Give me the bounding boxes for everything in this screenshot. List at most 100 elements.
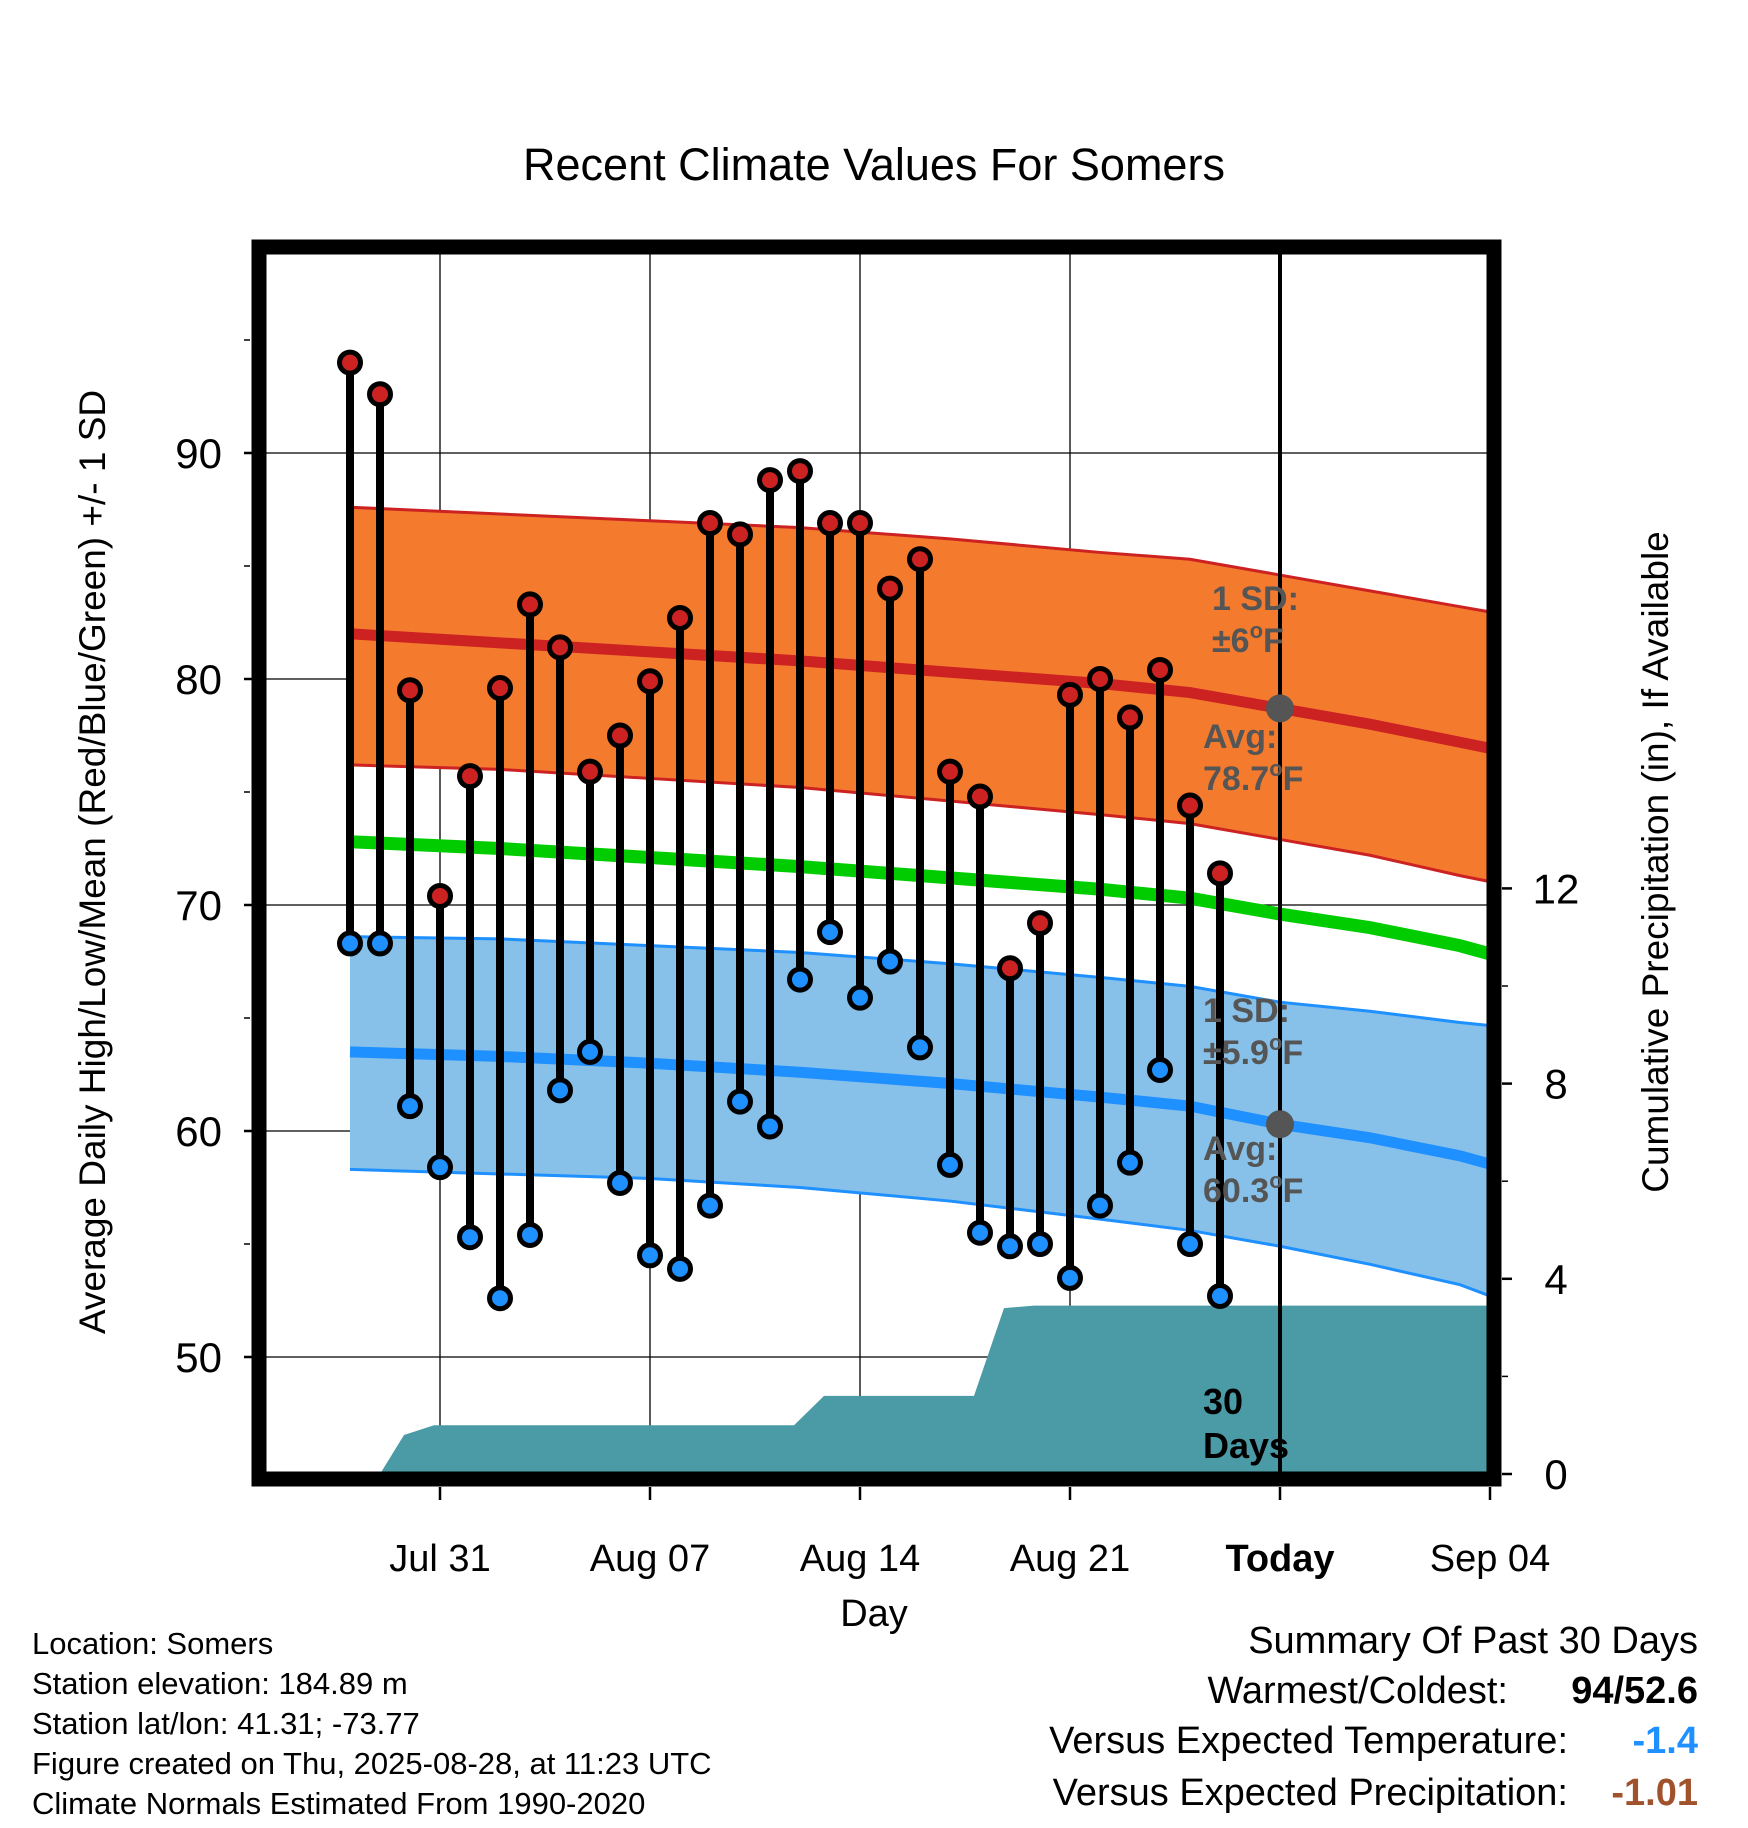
daily-low-point [787,966,813,993]
daily-high-point [817,510,843,537]
x-tick-label: Jul 31 [389,1538,490,1580]
days-label-line2: Days [1203,1425,1289,1466]
low-avg-label: Avg: [1203,1130,1277,1168]
y-tick-label: 90 [175,430,222,477]
days-label-line1: 30 [1203,1381,1243,1422]
daily-high-point [1027,910,1053,937]
daily-high-point [877,575,903,602]
daily-low-point [427,1154,453,1181]
high-sd-value: ±6oF [1212,618,1284,660]
daily-high-point [1117,704,1143,731]
daily-low-point [397,1093,423,1120]
summary-coldest: 52.6 [1624,1670,1698,1712]
daily-low-point [877,948,903,975]
y-tick-label: 60 [175,1108,222,1155]
daily-high-point [457,763,483,790]
daily-low-point [547,1077,573,1104]
daily-high-point [637,668,663,695]
x-tick-label: Aug 07 [590,1538,710,1580]
x-axis-label: Day [840,1593,908,1635]
daily-high-point [937,758,963,785]
daily-high-point [1177,792,1203,819]
summary-warm-cold-label: Warmest/Coldest: [1207,1670,1508,1712]
normal-low-sd-band [350,936,1487,1295]
x-tick-label: Aug 21 [1010,1538,1130,1580]
summary-precip-value: -1.01 [1611,1772,1698,1814]
daily-high-point [487,675,513,702]
cumulative-precip-area [381,1305,1487,1472]
summary-warm-cold-value: 94/52.6 [1571,1670,1698,1712]
daily-high-point [697,510,723,537]
daily-high-point [847,510,873,537]
footer-created: Figure created on Thu, 2025-08-28, at 11… [32,1746,712,1781]
daily-high-point [787,458,813,485]
daily-high-point [727,521,753,548]
daily-high-point [1087,666,1113,692]
summary-precip-label: Versus Expected Precipitation: [1052,1772,1568,1814]
daily-low-point [1057,1264,1083,1291]
daily-low-point [907,1034,933,1061]
summary-temp-label: Versus Expected Temperature: [1049,1720,1568,1762]
normal-high-sd-band-upper-edge [349,505,1487,613]
daily-high-point [1147,656,1173,683]
low-avg-value: 60.3oF [1203,1168,1303,1210]
daily-low-point [847,984,873,1011]
daily-low-point [337,930,363,957]
y2-tick-label: 12 [1533,865,1580,912]
y2-tick-label: 0 [1544,1451,1567,1498]
daily-low-point [1027,1231,1053,1257]
daily-low-point [667,1255,693,1282]
daily-low-point [697,1192,723,1219]
daily-low-point [1207,1282,1233,1309]
today-high-avg-point [1266,694,1294,723]
daily-low-point [637,1242,663,1269]
daily-high-point [667,604,693,631]
daily-low-point [967,1219,993,1246]
y-tick-label: 80 [175,656,222,703]
daily-low-point [1117,1149,1143,1176]
daily-high-point [757,467,783,494]
footer-normals: Climate Normals Estimated From 1990-2020 [32,1786,646,1821]
daily-low-point [487,1285,513,1312]
daily-high-point [967,783,993,810]
high-avg-value: 78.7oF [1203,756,1303,798]
chart-title: Recent Climate Values For Somers [523,139,1225,190]
summary-warmest: 94 [1571,1670,1614,1712]
summary-heading: Summary Of Past 30 Days [1248,1620,1698,1662]
daily-high-point [517,591,543,618]
daily-high-point [547,634,573,661]
high-avg-label: Avg: [1203,718,1277,756]
x-tick-label: Aug 14 [800,1538,920,1580]
daily-high-point [427,882,453,909]
low-sd-value: ±5.9oF [1203,1030,1303,1072]
daily-low-point [1177,1231,1203,1257]
daily-low-point [577,1038,603,1065]
y-tick-label: 70 [175,882,222,929]
plot-frame [251,239,1502,1487]
y2-tick-label: 4 [1544,1256,1567,1303]
daily-low-point [1147,1056,1173,1083]
daily-high-point [907,546,933,573]
y-axis-label: Average Daily High/Low/Mean (Red/Blue/Gr… [72,390,113,1334]
daily-high-point [607,722,633,749]
daily-high-point [577,758,603,785]
daily-low-point [997,1233,1023,1260]
daily-low-point [817,919,843,946]
high-sd-label: 1 SD: [1212,580,1299,618]
daily-high-point [997,955,1023,982]
x-tick-label: Sep 04 [1430,1538,1550,1580]
daily-low-point [367,930,393,957]
summary-temp-value: -1.4 [1632,1720,1698,1762]
daily-high-point [1057,681,1083,708]
daily-low-point [1087,1192,1113,1219]
daily-low-point [937,1151,963,1178]
daily-low-point [727,1088,753,1115]
today-low-avg-point [1266,1110,1294,1139]
daily-high-point [367,381,393,408]
x-tick-label: Today [1225,1538,1334,1580]
footer-latlon: Station lat/lon: 41.31; -73.77 [32,1706,420,1741]
daily-high-point [397,677,423,704]
daily-low-point [607,1169,633,1196]
low-sd-label: 1 SD: [1203,992,1290,1030]
